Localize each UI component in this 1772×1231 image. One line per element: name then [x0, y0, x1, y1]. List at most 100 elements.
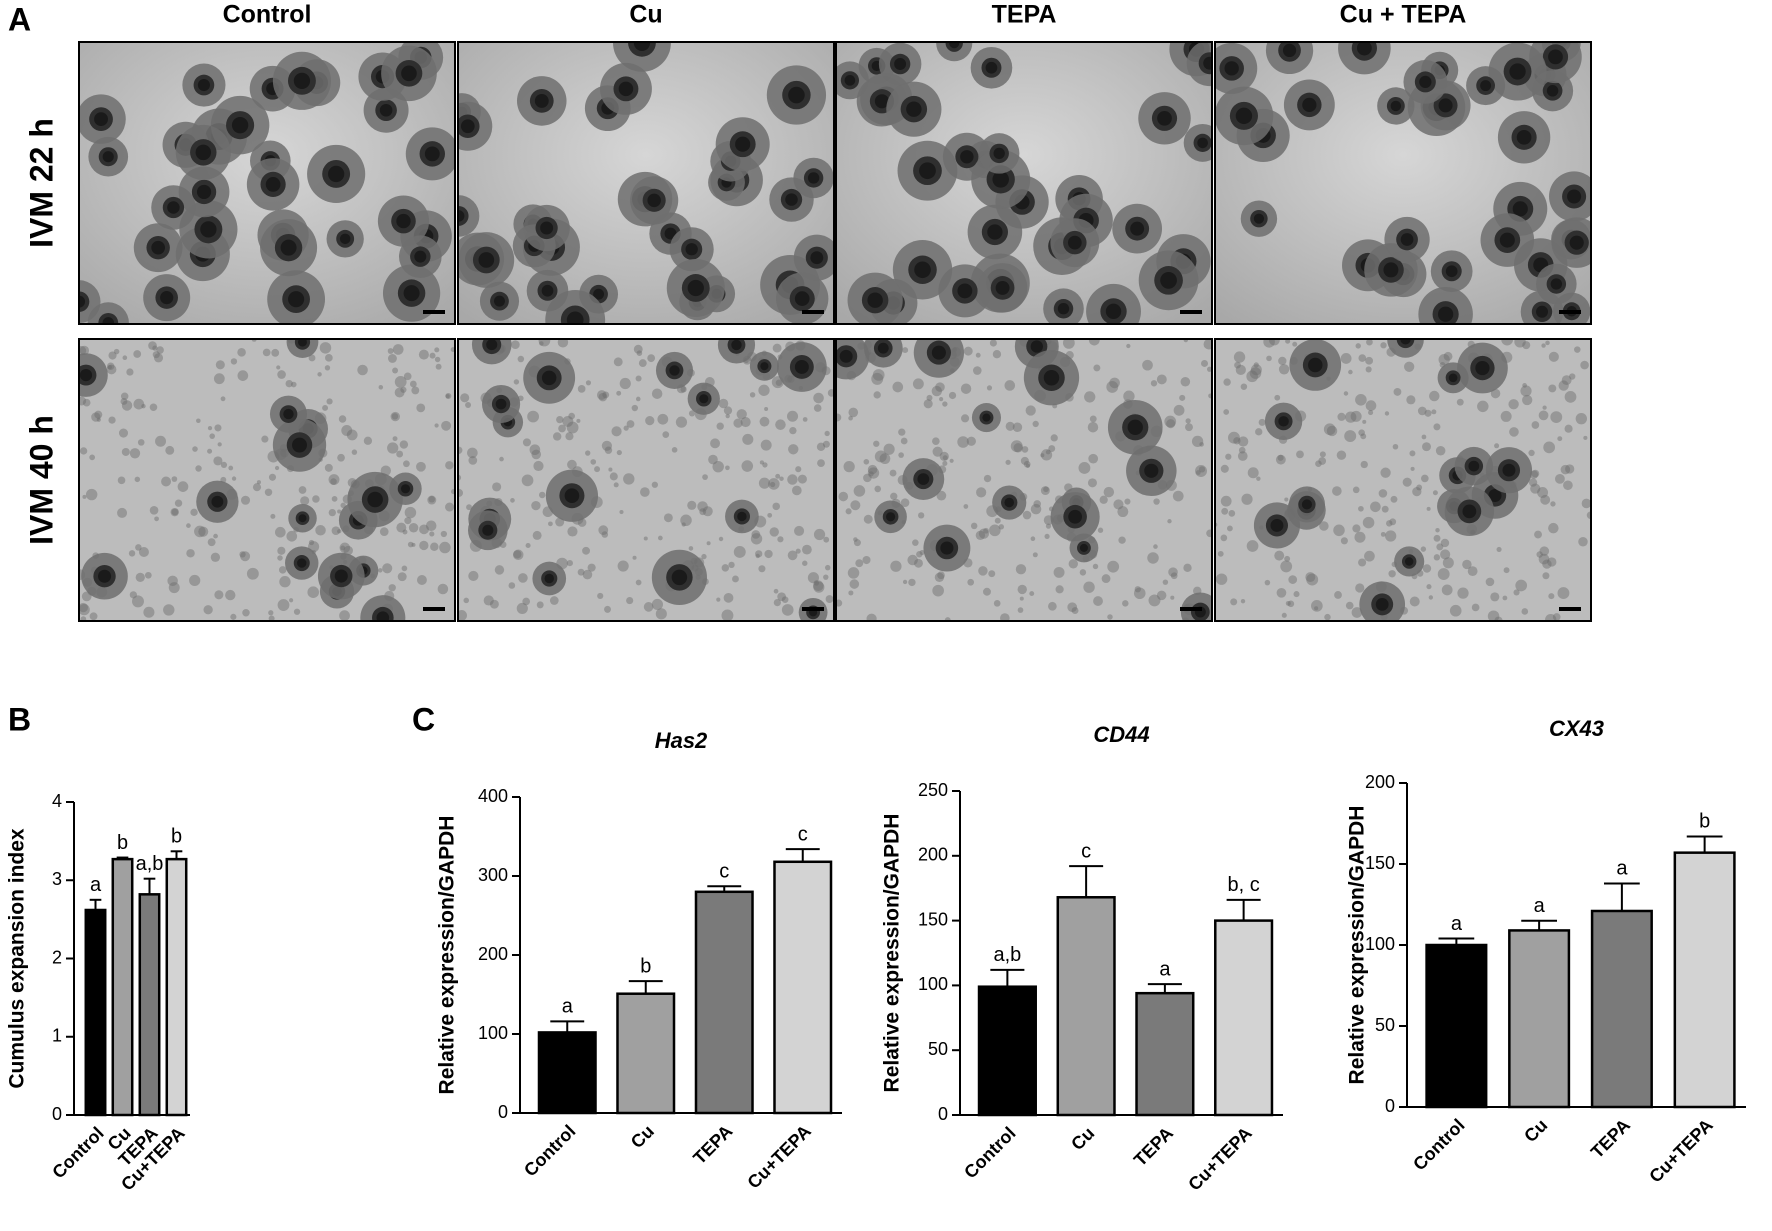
y-tick-label: 200 — [1365, 772, 1395, 792]
speckle — [118, 428, 129, 438]
nucleus — [949, 42, 960, 49]
speckle — [401, 565, 408, 572]
nucleus — [1079, 543, 1088, 552]
speckle — [392, 344, 404, 355]
x-tick-label: TEPA — [1130, 1123, 1177, 1170]
speckle — [617, 560, 629, 572]
y-tick-label: 150 — [1365, 853, 1395, 873]
speckle — [557, 339, 569, 348]
speckle — [1528, 449, 1535, 457]
speckle — [1545, 340, 1550, 346]
speckle — [427, 495, 437, 505]
speckle — [1228, 431, 1240, 444]
speckle — [1406, 395, 1416, 405]
speckle — [239, 551, 246, 558]
speckle — [450, 347, 455, 352]
speckle — [755, 550, 763, 558]
speckle — [749, 392, 756, 398]
bar — [1508, 929, 1571, 1109]
speckle — [293, 608, 301, 615]
speckle — [802, 417, 808, 422]
speckle — [215, 360, 225, 370]
speckle — [963, 346, 973, 356]
speckle — [1103, 486, 1115, 498]
speckle — [1048, 445, 1056, 453]
speckle — [1093, 596, 1103, 606]
speckle — [1305, 572, 1316, 583]
speckle — [1337, 412, 1346, 421]
speckle — [900, 498, 910, 507]
speckle — [868, 471, 874, 477]
nucleus — [1462, 504, 1477, 519]
speckle — [1296, 450, 1304, 459]
scale-bar — [802, 607, 824, 611]
speckle — [129, 448, 141, 459]
micrograph-frame — [1214, 41, 1592, 325]
speckle — [1437, 568, 1450, 580]
speckle — [590, 459, 597, 465]
speckle — [585, 380, 592, 386]
speckle — [1550, 501, 1556, 507]
speckle — [1355, 393, 1367, 406]
speckle — [1362, 516, 1375, 529]
speckle — [960, 383, 972, 394]
speckle — [1288, 575, 1298, 584]
speckle — [1358, 354, 1367, 362]
speckle — [1045, 449, 1051, 455]
speckle — [1311, 600, 1323, 612]
speckle — [1170, 595, 1175, 600]
speckle — [772, 343, 782, 353]
speckle — [1340, 537, 1348, 545]
speckle — [1285, 600, 1291, 606]
nucleus — [493, 295, 505, 307]
speckle — [324, 365, 331, 371]
speckle — [934, 572, 945, 583]
speckle — [129, 591, 137, 599]
speckle — [531, 449, 542, 460]
speckle — [609, 472, 618, 481]
nucleus — [1282, 43, 1297, 58]
speckle — [1005, 421, 1015, 431]
speckle — [1319, 521, 1329, 531]
speckle — [1156, 374, 1167, 385]
speckle — [458, 610, 467, 621]
speckle — [1409, 450, 1416, 457]
speckle — [1332, 486, 1342, 496]
speckle — [1021, 446, 1029, 453]
nucleus — [293, 72, 311, 89]
speckle — [120, 392, 129, 400]
speckle — [85, 488, 98, 501]
speckle — [1421, 474, 1429, 483]
speckle — [1515, 579, 1528, 592]
speckle — [429, 352, 436, 359]
y-tick-label: 400 — [478, 786, 508, 806]
speckle — [764, 406, 769, 412]
speckle — [312, 495, 320, 503]
speckle — [802, 544, 812, 555]
speckle — [1168, 567, 1178, 577]
speckle — [1088, 453, 1099, 464]
speckle — [228, 465, 234, 471]
speckle — [1079, 569, 1087, 576]
speckle — [161, 476, 172, 487]
speckle — [213, 533, 218, 539]
speckle — [1084, 391, 1096, 403]
nucleus — [1301, 499, 1312, 510]
speckle — [1541, 343, 1546, 348]
speckle — [725, 413, 730, 419]
nucleus — [1197, 137, 1208, 149]
speckle — [339, 542, 351, 554]
speckle — [1390, 495, 1398, 503]
nucleus — [367, 491, 383, 508]
speckle — [210, 552, 221, 562]
speckle — [277, 599, 290, 611]
speckle — [850, 500, 861, 511]
speckle — [1292, 341, 1298, 347]
speckle — [1352, 486, 1360, 494]
speckle — [1323, 423, 1336, 436]
significance-label: a — [1159, 958, 1171, 980]
nucleus — [914, 261, 931, 279]
speckle — [759, 416, 770, 427]
speckle — [1422, 442, 1431, 452]
speckle — [230, 613, 237, 620]
